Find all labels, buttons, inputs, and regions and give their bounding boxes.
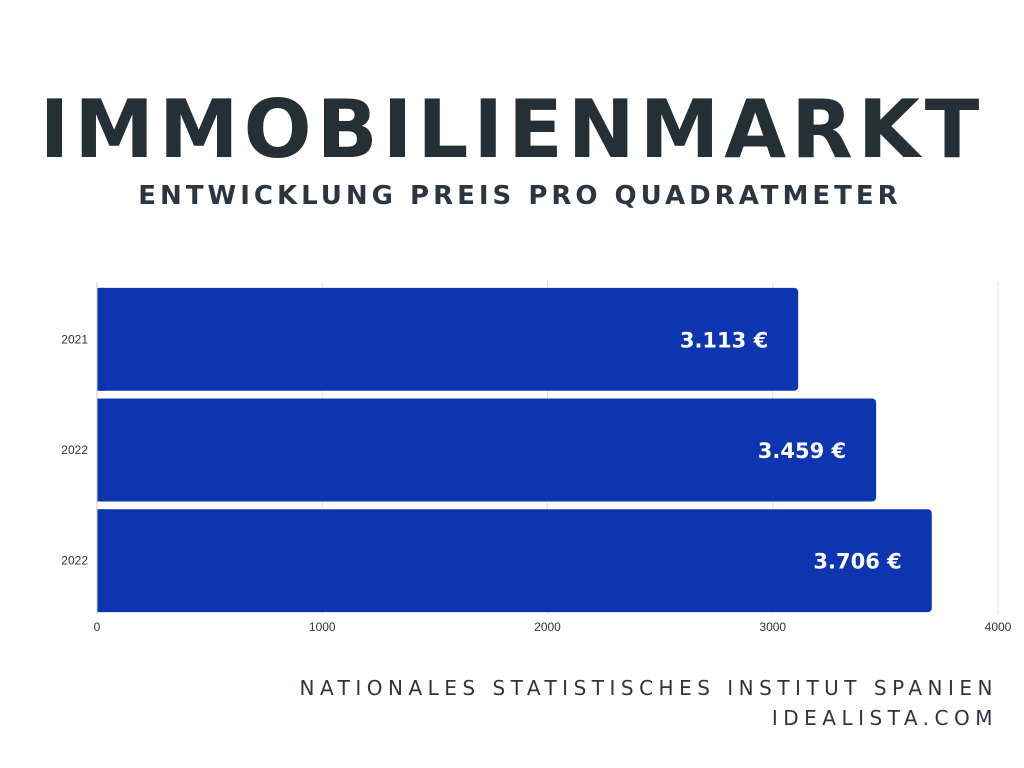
source-line-2: IDEALISTA.COM bbox=[771, 706, 998, 730]
bar-base-0 bbox=[97, 287, 105, 391]
page-subtitle: ENTWICKLUNG PREIS PRO QUADRATMETER bbox=[138, 181, 902, 211]
bar-base-1 bbox=[97, 398, 105, 502]
bar-value-label-2: 3.706 € bbox=[813, 550, 901, 574]
x-tick-label-4: 4000 bbox=[985, 620, 1012, 634]
bar-2 bbox=[97, 509, 932, 613]
source-line-1: NATIONALES STATISTISCHES INSTITUT SPANIE… bbox=[299, 676, 998, 700]
category-label-0: 2021 bbox=[61, 332, 88, 346]
bar-value-label-0: 3.113 € bbox=[680, 328, 768, 352]
bar-1 bbox=[97, 398, 877, 502]
x-tick-label-3: 3000 bbox=[759, 620, 786, 634]
x-tick-label-0: 0 bbox=[94, 620, 101, 634]
category-label-1: 2022 bbox=[61, 443, 88, 457]
page-title: IMMOBILIENMARKT bbox=[39, 83, 985, 176]
bar-base-2 bbox=[97, 509, 105, 613]
category-label-2: 2022 bbox=[61, 554, 88, 568]
x-tick-label-1: 1000 bbox=[309, 620, 336, 634]
bar-value-label-1: 3.459 € bbox=[758, 439, 846, 463]
x-tick-label-2: 2000 bbox=[534, 620, 561, 634]
bar-0 bbox=[97, 287, 799, 391]
